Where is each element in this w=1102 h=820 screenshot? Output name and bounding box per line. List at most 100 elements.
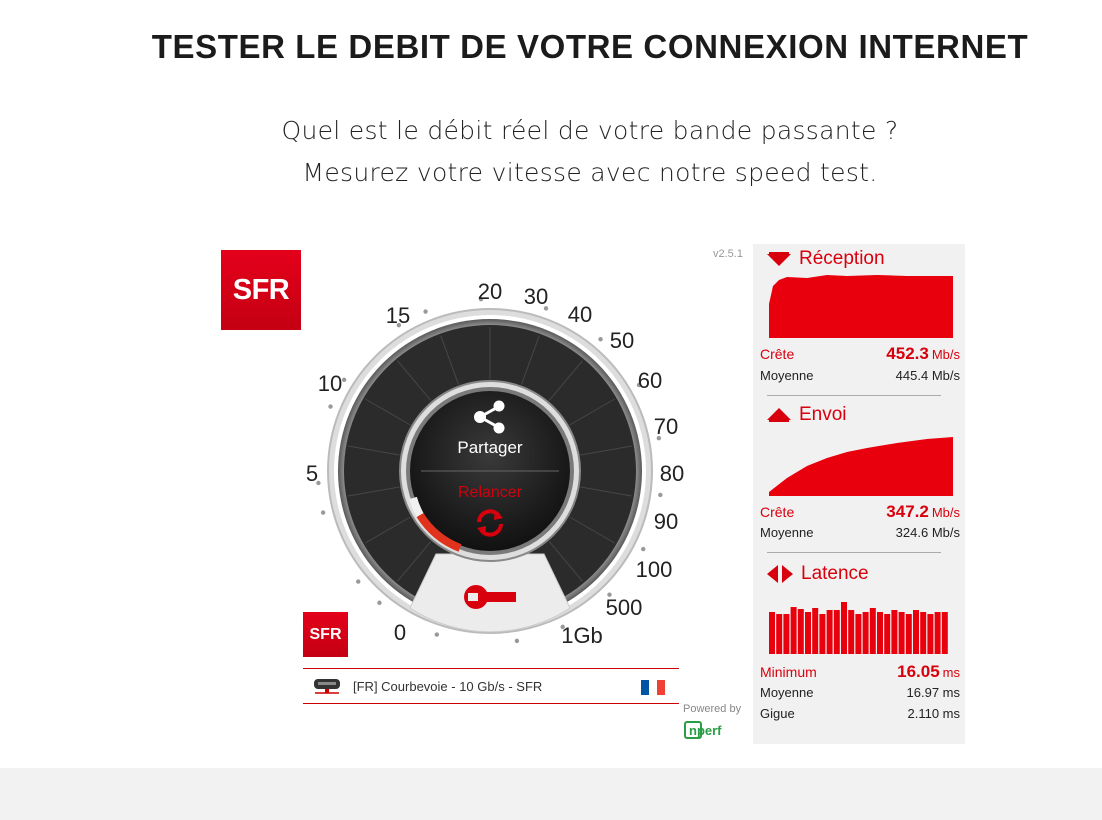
reception-title: Réception: [767, 248, 885, 270]
gauge-tick: [656, 435, 662, 441]
latency-bar: [833, 610, 840, 654]
gauge-tick: [607, 592, 612, 597]
gauge-tick: [320, 510, 326, 515]
latency-bar: [826, 610, 833, 654]
latency-bar: [790, 607, 797, 654]
latency-min-unit: ms: [942, 665, 960, 680]
divider: [767, 552, 941, 553]
download-arrow-icon: [767, 252, 791, 266]
upload-chart: [769, 437, 953, 496]
latency-bar: [783, 614, 790, 654]
gauge-tick: [356, 579, 361, 584]
gauge-segment-line: [569, 516, 615, 544]
powered-by-label: Powered by: [683, 703, 742, 715]
gauge-scale-label: 10: [318, 371, 342, 396]
gauge-tick: [560, 624, 565, 630]
latency-bar: [855, 614, 862, 654]
gauge-tick: [328, 404, 333, 409]
gauge-tick: [377, 600, 382, 605]
gauge-scale-label: 60: [638, 368, 662, 393]
gauge-tick: [636, 382, 642, 388]
gauge-tick: [478, 297, 484, 302]
gauge-tick: [423, 309, 428, 314]
gauge-segment-line: [580, 445, 632, 456]
latency-bar: [934, 612, 941, 654]
reception-chart: [769, 275, 953, 338]
gauge-segment-line: [397, 360, 432, 401]
latency-bar: [905, 614, 912, 654]
upload-avg-row: Moyenne 324.6 Mb/s: [760, 525, 960, 540]
latency-bar: [941, 612, 948, 654]
server-selector[interactable]: [FR] Courbevoie - 10 Gb/s - SFR: [303, 668, 679, 704]
latency-arrows-icon: [767, 565, 793, 583]
latency-avg-value: 16.97 ms: [906, 685, 960, 700]
reception-title-label: Réception: [799, 248, 885, 269]
gauge-scale-label: 80: [660, 461, 684, 486]
gauge-tick: [641, 546, 646, 552]
latency-bar: [891, 610, 898, 654]
footer-band: [0, 768, 1102, 820]
gauge-tick: [316, 480, 321, 486]
upload-avg-value: 324.6 Mb/s: [895, 525, 960, 540]
upload-peak-value: 347.2: [886, 502, 929, 521]
sfr-logo: SFR: [221, 250, 301, 330]
latency-bar: [869, 608, 876, 654]
gauge-scale-label: 100: [636, 557, 673, 582]
gauge-segment-line: [348, 486, 400, 497]
gauge-tick: [434, 632, 440, 637]
restart-label: Relancer: [457, 484, 523, 501]
latency-min-value: 16.05: [897, 662, 940, 681]
reception-avg-value: 445.4 Mb/s: [895, 368, 960, 383]
gauge-scale-label: 5: [306, 461, 318, 486]
page-subtitle-line-1: Quel est le débit réel de votre bande pa…: [281, 116, 899, 145]
france-flag-icon: [641, 680, 665, 695]
restart-button[interactable]: Relancer: [440, 484, 540, 544]
latency-title-label: Latence: [801, 563, 869, 584]
share-label: Partager: [457, 438, 523, 457]
widget-version: v2.5.1: [713, 248, 743, 260]
reception-peak-label: Crête: [760, 346, 795, 362]
server-label: [FR] Courbevoie - 10 Gb/s - SFR: [353, 678, 543, 694]
latency-avg-label: Moyenne: [760, 685, 814, 700]
latency-jitter-row: Gigue 2.110 ms: [760, 706, 960, 721]
upload-peak-row: Crête 347.2 Mb/s: [760, 502, 960, 522]
upload-peak-unit: Mb/s: [931, 505, 960, 520]
latency-bar: [913, 610, 919, 654]
gauge-tick: [396, 322, 402, 328]
latency-bar: [769, 612, 775, 654]
gauge-scale-label: 15: [386, 303, 410, 328]
nperf-logo[interactable]: nperf: [684, 718, 750, 742]
latency-bar: [776, 614, 783, 654]
gauge-segment-line: [569, 398, 615, 426]
latency-avg-row: Moyenne 16.97 ms: [760, 685, 960, 700]
gauge-scale-label: 20: [478, 279, 502, 304]
latency-bar: [927, 614, 934, 654]
gauge-scale-label: 1Gb: [561, 623, 603, 648]
reception-avg-label: Moyenne: [760, 368, 814, 383]
server-icon: [314, 679, 340, 694]
refresh-icon: [477, 509, 503, 537]
reception-avg-row: Moyenne 445.4 Mb/s: [760, 368, 960, 383]
divider: [767, 395, 941, 396]
latency-bar: [812, 608, 819, 654]
latency-bar: [797, 609, 804, 654]
gauge-tick: [341, 377, 347, 383]
gauge-tick: [543, 306, 549, 311]
wrench-icon: [464, 585, 516, 609]
gauge-segment-line: [520, 335, 540, 385]
gauge-scale-label: 50: [610, 328, 634, 353]
share-icon: [474, 400, 505, 434]
latency-bar: [862, 612, 869, 654]
gauge-segment-line: [348, 445, 400, 456]
share-button[interactable]: Partager: [440, 400, 540, 460]
gauge-segment-line: [548, 360, 583, 401]
latency-bar: [848, 610, 855, 654]
reception-peak-row: Crête 452.3 Mb/s: [760, 344, 960, 364]
sfr-small-logo: SFR: [303, 612, 348, 657]
gauge-scale-label: 500: [606, 595, 643, 620]
svg-text:nperf: nperf: [689, 723, 722, 738]
gauge-segment-line: [397, 541, 432, 582]
settings-button[interactable]: [460, 582, 520, 612]
upload-peak-label: Crête: [760, 504, 795, 520]
